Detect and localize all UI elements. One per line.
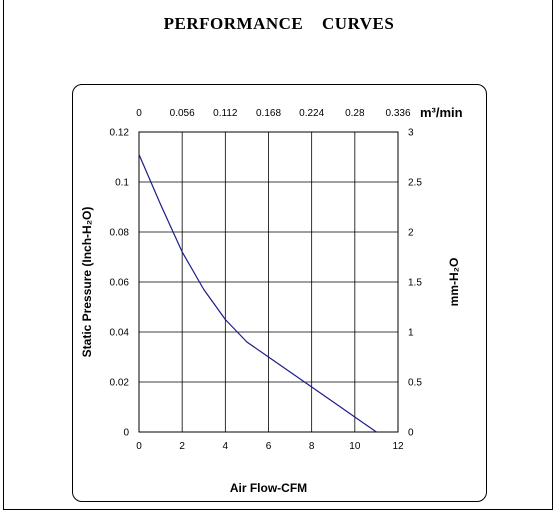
x2-axis-label: m³/min — [420, 105, 463, 120]
x2-tick-label: 0.112 — [213, 108, 238, 119]
y-axis-label: Static Pressure (Inch-H₂O) — [80, 207, 94, 358]
y-tick-label: 0.08 — [110, 228, 130, 239]
y2-tick-label: 2.5 — [408, 178, 422, 189]
y2-tick-label: 0 — [408, 428, 414, 439]
chart-grid — [139, 132, 398, 432]
y-tick-label: 0.02 — [110, 378, 130, 389]
x-tick-label: 2 — [179, 441, 185, 452]
page-title: PERFORMANCE CURVES — [163, 14, 395, 33]
y2-tick-label: 1.5 — [408, 278, 422, 289]
x-tick-label: 12 — [392, 441, 404, 452]
y-tick-label: 0.06 — [110, 278, 130, 289]
x-tick-label: 4 — [223, 441, 229, 452]
y-tick-label: 0.04 — [110, 328, 130, 339]
x-tick-label: 10 — [349, 441, 361, 452]
series-line — [138, 154, 377, 433]
x-axis-label: Air Flow-CFM — [230, 481, 307, 495]
x2-tick-label: 0.28 — [345, 108, 365, 119]
y2-tick-label: 2 — [408, 228, 414, 239]
series-layer — [138, 154, 377, 433]
plot-area-border — [138, 131, 399, 433]
x-tick-label: 0 — [136, 441, 142, 452]
page-frame — [3, 0, 553, 510]
y-tick-label: 0.1 — [115, 178, 129, 189]
x2-tick-label: 0 — [136, 108, 142, 119]
x2-tick-label: 0.056 — [170, 108, 195, 119]
x2-tick-label: 0.224 — [299, 108, 324, 119]
y-tick-label: 0 — [123, 428, 129, 439]
x-tick-label: 8 — [309, 441, 315, 452]
tick-labels: 0020.05640.11260.16880.224100.28120.3360… — [110, 108, 423, 452]
x2-tick-label: 0.168 — [256, 108, 281, 119]
y2-tick-label: 0.5 — [408, 378, 422, 389]
y2-axis-label: mm-H₂O — [447, 258, 461, 307]
y-tick-label: 0.12 — [110, 128, 130, 139]
y2-tick-label: 3 — [408, 128, 414, 139]
y2-tick-label: 1 — [408, 328, 414, 339]
chart-panel — [72, 84, 487, 502]
x-tick-label: 6 — [266, 441, 272, 452]
x2-tick-label: 0.336 — [385, 108, 410, 119]
